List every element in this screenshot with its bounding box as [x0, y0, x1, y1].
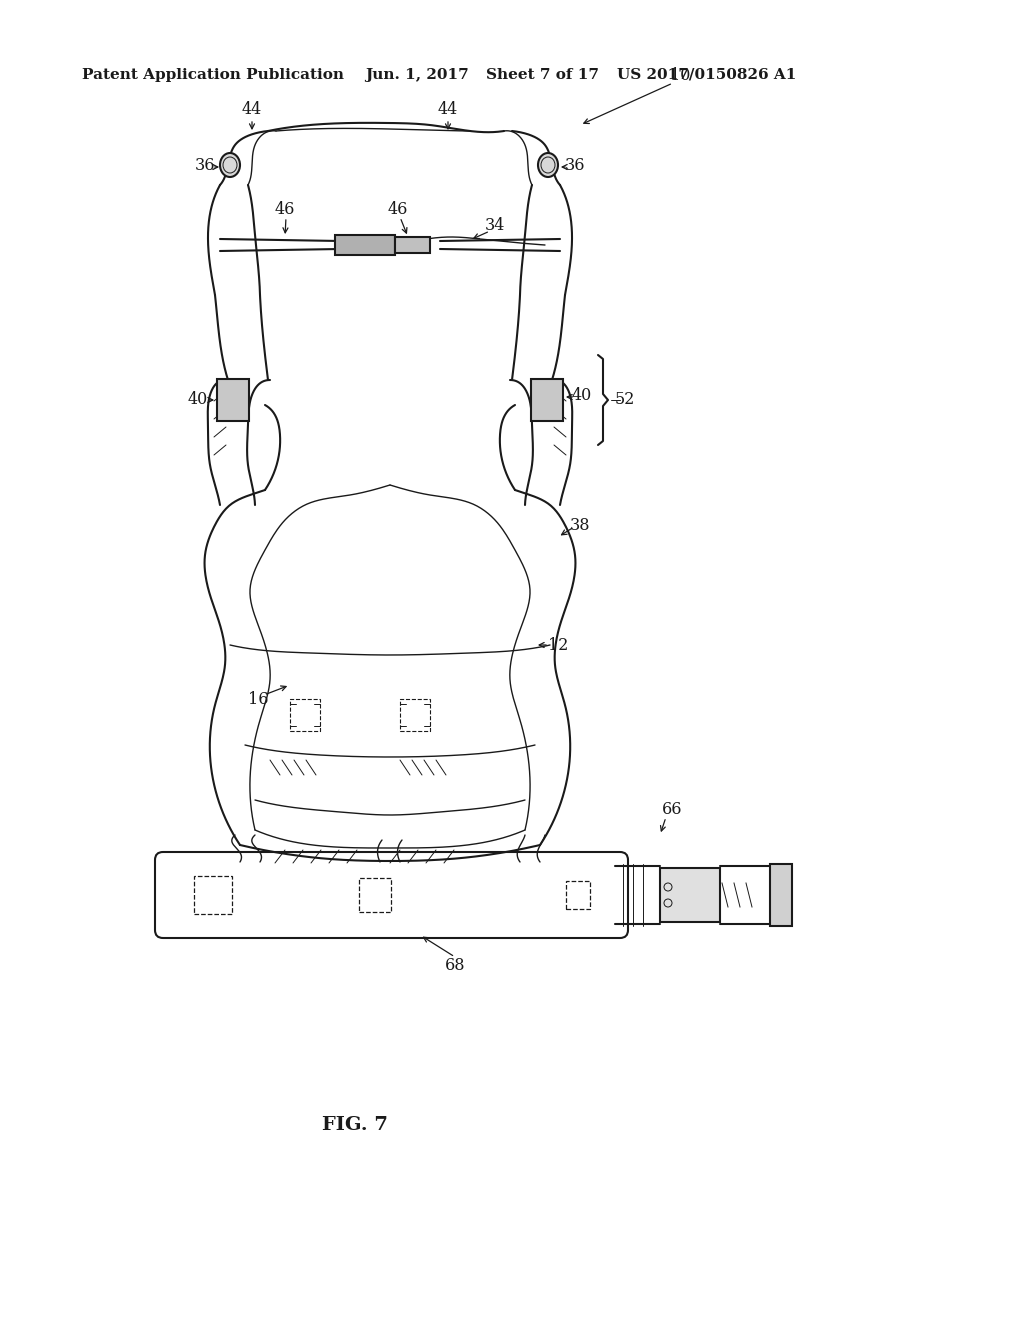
- Bar: [400, 700, 430, 731]
- Bar: [531, 379, 563, 421]
- Bar: [395, 238, 430, 253]
- Text: 44: 44: [438, 102, 458, 119]
- Text: 38: 38: [569, 516, 590, 533]
- Text: 36: 36: [195, 157, 215, 173]
- Text: 52: 52: [614, 392, 635, 408]
- Text: 66: 66: [662, 801, 682, 818]
- Text: 12: 12: [548, 636, 568, 653]
- Bar: [194, 876, 232, 913]
- Text: US 2017/0150826 A1: US 2017/0150826 A1: [617, 69, 797, 82]
- Bar: [290, 700, 319, 731]
- Ellipse shape: [538, 153, 558, 177]
- Bar: [359, 878, 391, 912]
- Text: Patent Application Publication: Patent Application Publication: [82, 69, 344, 82]
- Text: Sheet 7 of 17: Sheet 7 of 17: [486, 69, 599, 82]
- Bar: [566, 880, 590, 909]
- Bar: [770, 865, 792, 927]
- Ellipse shape: [220, 153, 240, 177]
- FancyBboxPatch shape: [155, 851, 628, 939]
- Text: 46: 46: [274, 202, 295, 219]
- Text: 36: 36: [565, 157, 586, 173]
- Bar: [217, 379, 249, 421]
- Bar: [660, 869, 720, 921]
- Text: 68: 68: [444, 957, 465, 974]
- Text: 40: 40: [571, 387, 592, 404]
- Text: 44: 44: [242, 102, 262, 119]
- Text: Jun. 1, 2017: Jun. 1, 2017: [365, 69, 469, 82]
- Text: 10: 10: [670, 66, 690, 83]
- Text: 34: 34: [484, 216, 505, 234]
- Bar: [335, 235, 395, 255]
- Text: 40: 40: [187, 392, 208, 408]
- Text: 46: 46: [388, 202, 409, 219]
- Text: 16: 16: [248, 692, 268, 709]
- Text: FIG. 7: FIG. 7: [323, 1115, 388, 1134]
